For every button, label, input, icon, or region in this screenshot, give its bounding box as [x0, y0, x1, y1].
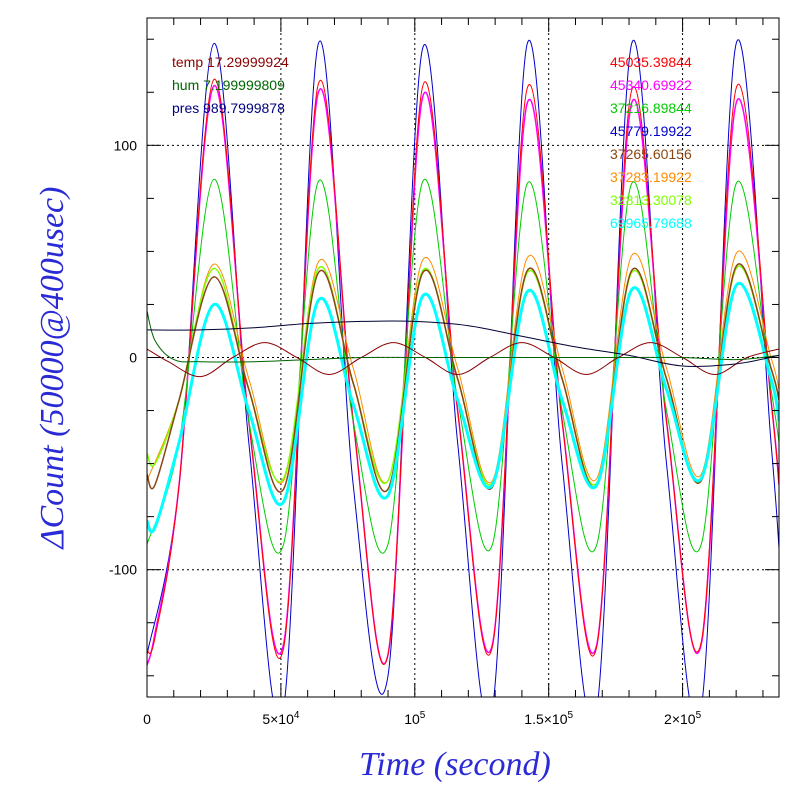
- x-tick-label: 0: [143, 711, 151, 727]
- tick-labels: 0 5×104 105 1.5×105 2×105 100 0 -100: [109, 137, 702, 727]
- legend-right-entry: 37283.19922: [610, 169, 692, 185]
- x-tick-label: 5×104: [262, 710, 300, 727]
- x-tick-label: 2×105: [664, 710, 702, 727]
- legend-left-entry: pres 989.7999878: [172, 100, 285, 116]
- legend-right-entry: 37265.60156: [610, 146, 692, 162]
- legend-right: 45035.39844 45340.69922 37216.89844 45779.1…: [610, 54, 692, 231]
- legend-left: temp 17.29999924 hum 7.199999809 pres 989.…: [172, 54, 289, 116]
- y-tick-label: 100: [114, 137, 138, 153]
- legend-right-entry: 32813.30078: [610, 192, 692, 208]
- y-tick-label: -100: [109, 562, 137, 578]
- legend-right-entry: 45340.69922: [610, 77, 692, 93]
- tick-marks: [147, 18, 779, 697]
- legend-right-entry: 37216.89844: [610, 100, 692, 116]
- legend-right-entry: 69965.79688: [610, 215, 692, 231]
- series-layer: [147, 39, 779, 697]
- x-tick-label: 1.5×105: [524, 710, 573, 727]
- series-line-4: [147, 250, 779, 484]
- x-tick-label: 105: [404, 710, 426, 727]
- series-line-8: [147, 342, 779, 378]
- legend-left-entry: hum 7.199999809: [172, 77, 285, 93]
- y-axis-title: ΔCount (50000@400usec): [34, 187, 71, 551]
- legend-right-entry: 45779.19922: [610, 123, 692, 139]
- series-line-10: [147, 320, 779, 368]
- series-line-0: [147, 39, 779, 697]
- series-line-3: [147, 178, 779, 554]
- x-axis-title: Time (second): [359, 746, 551, 783]
- series-line-9: [147, 310, 779, 363]
- series-line-7: [147, 281, 779, 534]
- series-line-2: [147, 78, 779, 665]
- legend-left-entry: temp 17.29999924: [172, 54, 289, 70]
- y-tick-label: 0: [129, 350, 137, 366]
- legend-right-entry: 45035.39844: [610, 54, 692, 70]
